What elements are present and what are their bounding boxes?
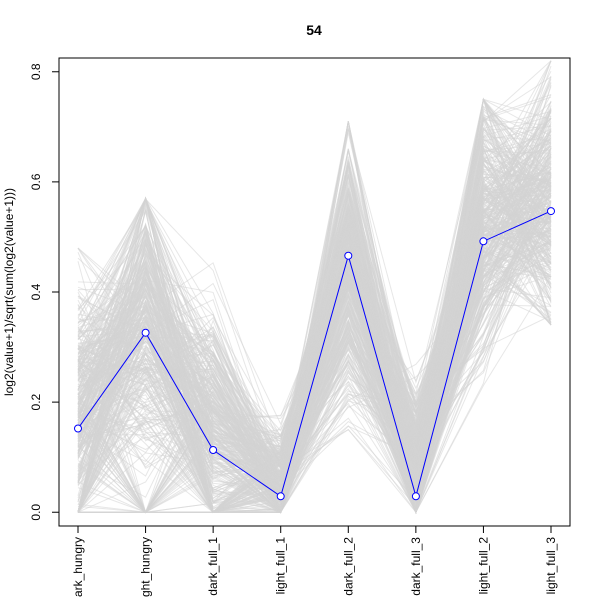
data-point — [276, 492, 285, 501]
x-tick-label: dark_full_1 — [206, 537, 220, 596]
x-tick-label: light_full_2 — [476, 537, 490, 595]
x-tick-label: light_full_1 — [274, 537, 288, 595]
data-point — [344, 251, 353, 260]
background-line — [77, 161, 552, 480]
y-tick-label: 0.2 — [29, 393, 43, 410]
series-line — [77, 210, 552, 499]
data-point — [74, 424, 82, 433]
background-line — [77, 97, 552, 483]
y-tick-label: 0.6 — [29, 173, 43, 190]
x-tick-label: dark_full_3 — [409, 537, 423, 596]
x-tick-label: dark_full_2 — [341, 537, 355, 596]
background-line — [77, 109, 552, 425]
background-line — [77, 98, 552, 514]
background-line — [77, 138, 552, 513]
background-line — [77, 169, 552, 513]
background-line — [77, 148, 552, 493]
data-point — [547, 207, 555, 216]
data-point — [141, 328, 150, 337]
y-axis: 0.0 0.2 0.4 0.6 0.8 — [29, 63, 60, 521]
x-tick-label: light_full_3 — [544, 537, 558, 595]
y-tick-label: 0.8 — [29, 63, 43, 80]
background-line — [77, 126, 552, 513]
background-profile-lines — [77, 60, 552, 515]
background-line — [77, 75, 552, 515]
y-axis-label: log2(value+1)/sqrt(sum(log2(value+1))) — [2, 188, 16, 396]
background-line — [77, 60, 552, 514]
background-line — [77, 180, 552, 493]
data-point — [411, 492, 420, 501]
y-tick-label: 0.4 — [29, 283, 43, 300]
data-point — [479, 237, 488, 246]
background-line — [77, 116, 552, 475]
x-tick-label: ark_hungry — [71, 537, 85, 597]
background-line — [77, 183, 552, 505]
y-tick-label: 0.0 — [29, 504, 43, 521]
x-axis: ark_hungry ght_hungry dark_full_1 light_ful… — [71, 525, 558, 597]
background-line — [77, 147, 552, 513]
background-line — [77, 154, 552, 514]
chart-title: 54 — [306, 22, 322, 38]
background-line — [77, 123, 552, 511]
main-series — [74, 207, 555, 501]
x-tick-label: ght_hungry — [139, 537, 153, 597]
data-point — [209, 446, 218, 454]
